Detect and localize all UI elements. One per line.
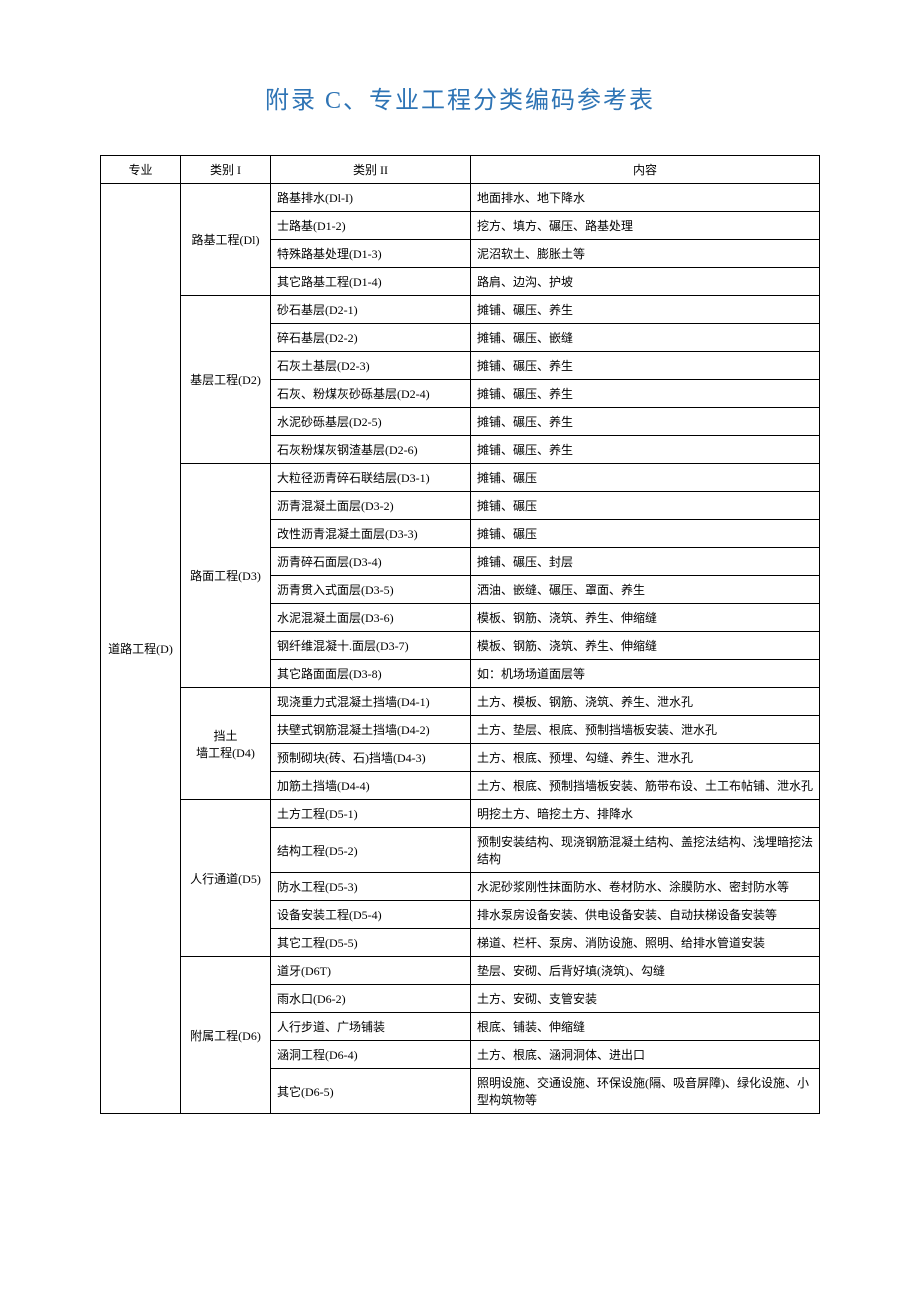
cat2-cell: 大粒径沥青碎石联结层(D3-1) [271,464,471,492]
cat2-cell: 其它路面面层(D3-8) [271,660,471,688]
content-cell: 摊铺、碾压、养生 [471,436,820,464]
cat2-cell: 石灰粉煤灰钢渣基层(D2-6) [271,436,471,464]
cat1-cell: 人行通道(D5) [181,800,271,957]
content-cell: 摊铺、碾压、嵌缝 [471,324,820,352]
content-cell: 土方、模板、钢筋、浇筑、养生、泄水孔 [471,688,820,716]
cat2-cell: 石灰、粉煤灰砂砾基层(D2-4) [271,380,471,408]
content-cell: 土方、根底、预埋、勾缝、养生、泄水孔 [471,744,820,772]
table-row: 人行通道(D5)土方工程(D5-1)明挖土方、暗挖土方、排降水 [101,800,820,828]
cat2-cell: 特殊路基处理(D1-3) [271,240,471,268]
content-cell: 摊铺、碾压、封层 [471,548,820,576]
cat2-cell: 道牙(D6T) [271,957,471,985]
content-cell: 摊铺、碾压、养生 [471,352,820,380]
content-cell: 土方、安砌、支管安装 [471,985,820,1013]
content-cell: 摊铺、碾压、养生 [471,408,820,436]
table-header-row: 专业 类别 I 类别 II 内容 [101,156,820,184]
cat1-cell: 路基工程(Dl) [181,184,271,296]
content-cell: 预制安装结构、现浇钢筋混凝土结构、盖挖法结构、浅埋暗挖法结构 [471,828,820,873]
content-cell: 照明设施、交通设施、环保设施(隔、吸音屏障)、绿化设施、小型构筑物等 [471,1069,820,1114]
cat2-cell: 扶壁式钢筋混凝土挡墙(D4-2) [271,716,471,744]
content-cell: 泥沼软土、膨胀土等 [471,240,820,268]
cat2-cell: 人行步道、广场铺装 [271,1013,471,1041]
content-cell: 摊铺、碾压、养生 [471,296,820,324]
cat2-cell: 砂石基层(D2-1) [271,296,471,324]
cat2-cell: 沥青贯入式面层(D3-5) [271,576,471,604]
content-cell: 土方、根底、预制挡墙板安装、筋带布设、土工布帖铺、泄水孔 [471,772,820,800]
content-cell: 梯道、栏杆、泵房、消防设施、照明、给排水管道安装 [471,929,820,957]
cat2-cell: 预制砌块(砖、石)挡墙(D4-3) [271,744,471,772]
cat2-cell: 其它路基工程(D1-4) [271,268,471,296]
header-major: 专业 [101,156,181,184]
content-cell: 排水泵房设备安装、供电设备安装、自动扶梯设备安装等 [471,901,820,929]
content-cell: 如：机场场道面层等 [471,660,820,688]
cat2-cell: 水泥混凝土面层(D3-6) [271,604,471,632]
content-cell: 摊铺、碾压 [471,464,820,492]
cat2-cell: 土方工程(D5-1) [271,800,471,828]
cat2-cell: 其它工程(D5-5) [271,929,471,957]
cat2-cell: 其它(D6-5) [271,1069,471,1114]
cat2-cell: 设备安装工程(D5-4) [271,901,471,929]
cat2-cell: 碎石基层(D2-2) [271,324,471,352]
major-cell: 道路工程(D) [101,184,181,1114]
content-cell: 土方、垫层、根底、预制挡墙板安装、泄水孔 [471,716,820,744]
cat2-cell: 防水工程(D5-3) [271,873,471,901]
content-cell: 地面排水、地下降水 [471,184,820,212]
cat2-cell: 现浇重力式混凝土挡墙(D4-1) [271,688,471,716]
cat1-cell: 路面工程(D3) [181,464,271,688]
content-cell: 模板、钢筋、浇筑、养生、伸缩缝 [471,604,820,632]
cat1-cell: 挡土 墙工程(D4) [181,688,271,800]
cat2-cell: 涵洞工程(D6-4) [271,1041,471,1069]
header-cat1: 类别 I [181,156,271,184]
cat2-cell: 水泥砂砾基层(D2-5) [271,408,471,436]
content-cell: 洒油、嵌缝、碾压、罩面、养生 [471,576,820,604]
content-cell: 摊铺、碾压、养生 [471,380,820,408]
content-cell: 模板、钢筋、浇筑、养生、伸缩缝 [471,632,820,660]
cat2-cell: 路基排水(Dl-I) [271,184,471,212]
cat1-cell: 附属工程(D6) [181,957,271,1114]
content-cell: 摊铺、碾压 [471,520,820,548]
content-cell: 水泥砂浆刚性抹面防水、卷材防水、涂膜防水、密封防水等 [471,873,820,901]
code-reference-table: 专业 类别 I 类别 II 内容 道路工程(D)路基工程(Dl)路基排水(Dl-… [100,155,820,1114]
header-content: 内容 [471,156,820,184]
header-cat2: 类别 II [271,156,471,184]
content-cell: 根底、铺装、伸缩缝 [471,1013,820,1041]
table-row: 附属工程(D6)道牙(D6T)垫层、安砌、后背好填(浇筑)、勾缝 [101,957,820,985]
cat1-cell: 基层工程(D2) [181,296,271,464]
content-cell: 明挖土方、暗挖土方、排降水 [471,800,820,828]
content-cell: 路肩、边沟、护坡 [471,268,820,296]
table-row: 基层工程(D2)砂石基层(D2-1)摊铺、碾压、养生 [101,296,820,324]
cat2-cell: 雨水口(D6-2) [271,985,471,1013]
page-title: 附录 C、专业工程分类编码参考表 [100,80,820,115]
cat2-cell: 沥青碎石面层(D3-4) [271,548,471,576]
content-cell: 挖方、填方、碾压、路基处理 [471,212,820,240]
cat2-cell: 士路基(D1-2) [271,212,471,240]
cat2-cell: 加筋土挡墙(D4-4) [271,772,471,800]
cat2-cell: 沥青混凝土面层(D3-2) [271,492,471,520]
content-cell: 摊铺、碾压 [471,492,820,520]
table-body: 道路工程(D)路基工程(Dl)路基排水(Dl-I)地面排水、地下降水士路基(D1… [101,184,820,1114]
table-row: 挡土 墙工程(D4)现浇重力式混凝土挡墙(D4-1)土方、模板、钢筋、浇筑、养生… [101,688,820,716]
cat2-cell: 结构工程(D5-2) [271,828,471,873]
content-cell: 垫层、安砌、后背好填(浇筑)、勾缝 [471,957,820,985]
cat2-cell: 改性沥青混凝土面层(D3-3) [271,520,471,548]
cat2-cell: 钢纤维混凝十.面层(D3-7) [271,632,471,660]
content-cell: 土方、根底、涵洞洞体、进出口 [471,1041,820,1069]
table-row: 道路工程(D)路基工程(Dl)路基排水(Dl-I)地面排水、地下降水 [101,184,820,212]
table-row: 路面工程(D3)大粒径沥青碎石联结层(D3-1)摊铺、碾压 [101,464,820,492]
cat2-cell: 石灰土基层(D2-3) [271,352,471,380]
